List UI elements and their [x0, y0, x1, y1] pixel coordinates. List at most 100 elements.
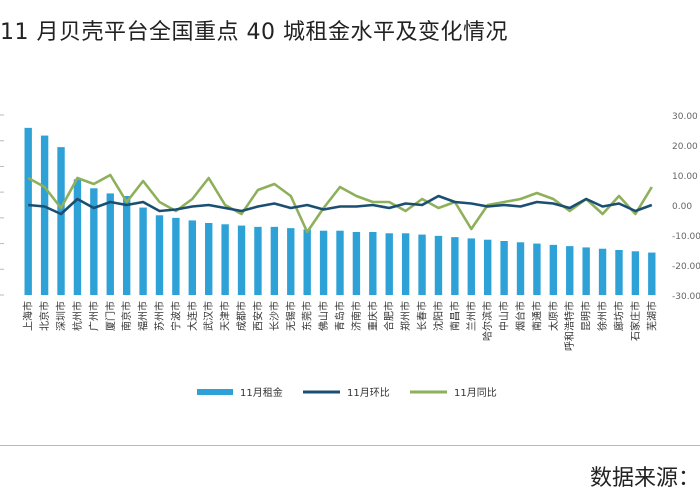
legend-label-yoy: 11月同比 — [454, 387, 497, 399]
source-note: 数据来源： — [589, 466, 700, 491]
bar-20 — [352, 232, 361, 295]
x-label-6: 南京市 — [120, 301, 133, 331]
x-label-32: 太原市 — [547, 301, 560, 331]
x-label-0: 上海市 — [22, 301, 35, 331]
x-label-30: 烟台市 — [514, 301, 527, 331]
yoy-line — [27, 173, 653, 234]
right-tick-label-0: 30.00 — [672, 112, 698, 122]
x-label-21: 重庆市 — [366, 301, 379, 331]
bar-30 — [516, 242, 525, 295]
bar-5 — [106, 193, 114, 295]
right-tick-label-4: -10.00 — [672, 232, 700, 242]
x-label-26: 南昌市 — [448, 301, 461, 331]
x-label-4: 广州市 — [87, 301, 100, 331]
bar-4 — [90, 188, 98, 295]
bar-13 — [237, 225, 246, 295]
x-label-33: 呼和浩特市 — [563, 301, 576, 351]
x-label-16: 无锡市 — [284, 301, 297, 331]
legend-swatch-rent — [197, 389, 233, 395]
x-label-34: 昆明市 — [580, 301, 593, 331]
x-label-7: 福州市 — [137, 301, 150, 331]
x-label-25: 沈阳市 — [432, 301, 445, 331]
x-label-37: 石家庄市 — [629, 301, 642, 341]
mom-line — [28, 194, 653, 216]
bar-23 — [401, 233, 410, 295]
bar-15 — [270, 226, 279, 295]
bar-34 — [582, 247, 590, 295]
x-label-24: 长春市 — [416, 301, 429, 331]
right-tick-label-6: -30.00 — [672, 292, 700, 302]
x-label-36: 廊坊市 — [612, 301, 625, 331]
x-label-5: 厦门市 — [104, 301, 117, 331]
right-tick-label-5: -20.00 — [672, 262, 700, 272]
bar-36 — [615, 250, 623, 295]
bar-27 — [467, 238, 475, 295]
bar-10 — [188, 220, 196, 295]
bar-11 — [205, 223, 213, 295]
bar-35 — [598, 248, 607, 295]
bar-25 — [434, 235, 443, 295]
x-label-15: 长沙市 — [268, 301, 281, 331]
right-tick-label-3: 0.00 — [672, 202, 692, 212]
x-label-17: 东莞市 — [301, 301, 314, 331]
right-axis-ticks: 30.00 20.00 10.00 0.00 -10.00 -20.00 -30.00 — [0, 112, 700, 302]
chart-area: 30.00 20.00 10.00 0.00 -10.00 -20.00 -30.00 上海… — [0, 95, 700, 455]
bar-2 — [57, 147, 65, 295]
x-label-12: 天津市 — [219, 301, 232, 331]
x-label-14: 西安市 — [251, 301, 264, 331]
bars-layer — [24, 127, 656, 295]
bar-21 — [369, 232, 377, 295]
x-label-23: 郑州市 — [399, 301, 412, 331]
bar-14 — [254, 226, 262, 295]
bar-28 — [484, 239, 492, 295]
bar-31 — [533, 243, 541, 295]
bar-19 — [336, 230, 344, 295]
x-label-11: 武汉市 — [202, 301, 215, 331]
legend-label-rent: 11月租金 — [240, 386, 283, 399]
x-label-3: 杭州市 — [71, 301, 84, 331]
x-label-2: 深圳市 — [55, 301, 68, 331]
divider-line — [0, 445, 700, 446]
x-label-19: 青岛市 — [334, 301, 347, 331]
bar-0 — [24, 127, 32, 295]
bar-3 — [73, 179, 82, 295]
x-label-13: 成都市 — [235, 301, 248, 331]
bar-33 — [566, 246, 574, 295]
bar-38 — [648, 252, 656, 295]
bar-18 — [319, 230, 328, 295]
bar-37 — [631, 251, 640, 295]
bar-24 — [418, 234, 426, 295]
x-label-29: 中山市 — [498, 301, 511, 331]
x-label-1: 北京市 — [38, 301, 51, 331]
lines-layer — [27, 173, 653, 234]
x-label-8: 苏州市 — [153, 301, 166, 331]
bar-9 — [172, 217, 180, 295]
right-tick-label-2: 10.00 — [672, 172, 698, 182]
right-tick-label-1: 20.00 — [672, 142, 698, 152]
x-label-28: 哈尔滨市 — [481, 301, 494, 341]
x-label-27: 兰州市 — [465, 301, 478, 331]
x-label-20: 济南市 — [350, 301, 363, 331]
x-axis-labels: 上海市 北京市 深圳市 杭州市 广州市 厦门市 南京市 福州市 苏州市 宁波市 大连市 武汉市 天津市成… — [22, 301, 659, 351]
x-label-18: 佛山市 — [317, 301, 330, 331]
x-label-35: 徐州市 — [596, 301, 609, 331]
bar-29 — [500, 241, 508, 295]
x-label-10: 大连市 — [186, 301, 199, 331]
bar-12 — [221, 224, 229, 295]
bar-26 — [451, 237, 459, 295]
x-label-31: 南通市 — [530, 301, 543, 331]
rent-chart-svg: 30.00 20.00 10.00 0.00 -10.00 -20.00 -30.00 上海… — [0, 112, 700, 399]
legend-label-mom: 11月环比 — [347, 387, 390, 399]
x-label-9: 宁波市 — [169, 301, 182, 331]
bar-22 — [385, 233, 393, 295]
legend: 11月租金 11月环比 11月同比 — [197, 386, 497, 399]
bar-32 — [549, 244, 558, 295]
bar-7 — [139, 207, 147, 295]
bar-16 — [287, 228, 295, 295]
x-label-38: 芜湖市 — [645, 301, 658, 331]
x-label-22: 合肥市 — [383, 301, 396, 331]
bar-17 — [303, 229, 311, 295]
bar-1 — [40, 135, 49, 295]
bar-6 — [122, 196, 131, 295]
bar-8 — [155, 215, 164, 295]
